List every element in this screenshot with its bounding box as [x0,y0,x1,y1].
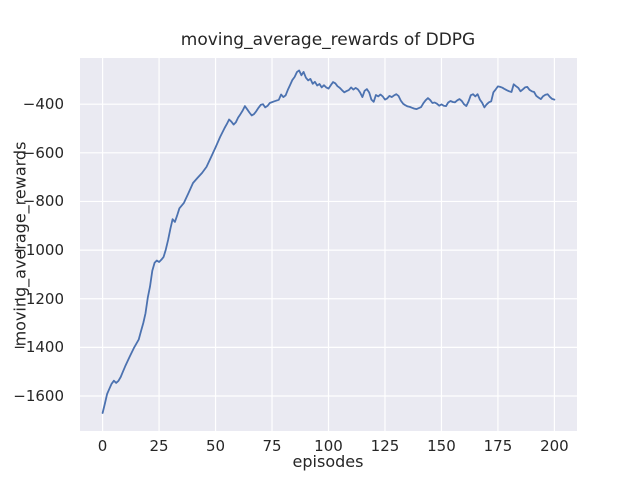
y-tick-label: −400 [22,95,64,114]
y-tick-label: −1600 [13,386,64,405]
x-tick-label: 100 [314,437,343,455]
x-tick-label: 75 [262,437,282,455]
y-tick-label: −1400 [13,338,64,357]
x-tick-label: 150 [427,437,456,455]
y-tick-label: −1000 [13,241,64,260]
x-axis-label: episodes [292,452,364,471]
x-tick-label: 175 [483,437,513,455]
y-tick-label: −800 [22,192,64,211]
x-tick-label: 0 [97,437,108,455]
x-tick-label: 25 [149,437,169,455]
y-tick-label: −600 [22,143,64,162]
data-line-moving_average_rewards [101,69,556,414]
x-tick-label: 50 [205,437,226,455]
y-tick-label: −1200 [13,289,64,308]
x-tick-label: 200 [540,437,569,455]
chart-title: moving_average_rewards of DDPG [180,30,476,50]
x-tick-label: 125 [370,437,400,455]
